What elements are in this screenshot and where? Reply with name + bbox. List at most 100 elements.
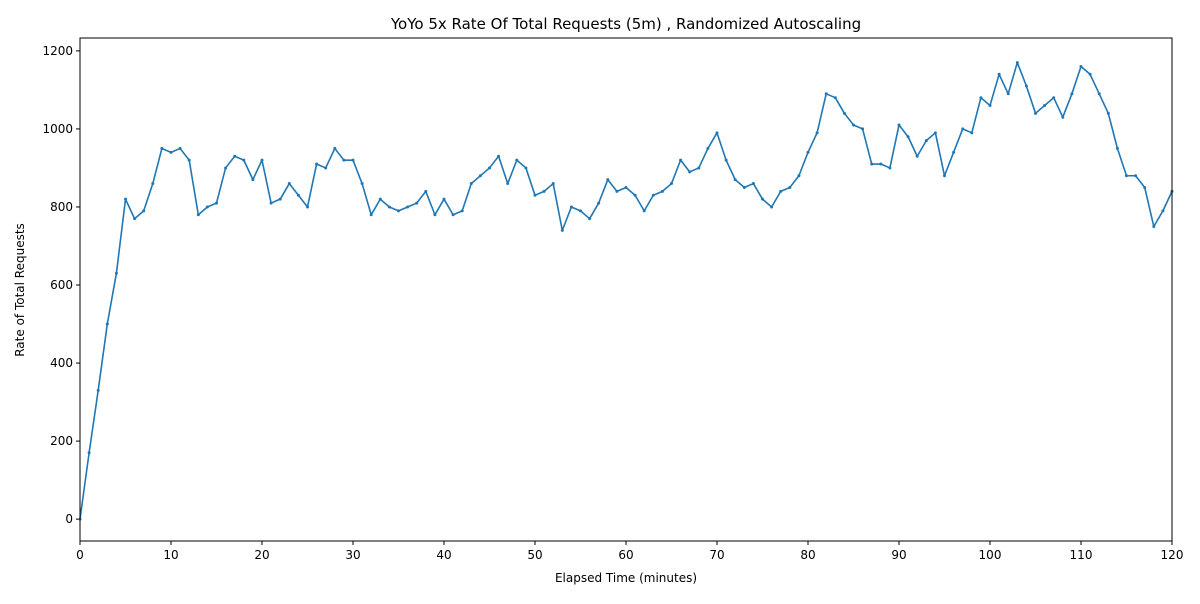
- point: [196, 213, 200, 217]
- point: [442, 197, 446, 201]
- point: [460, 209, 464, 213]
- point: [142, 209, 146, 213]
- point: [260, 158, 264, 162]
- point: [788, 185, 792, 189]
- point: [651, 193, 655, 197]
- point: [1161, 209, 1165, 213]
- point: [897, 123, 901, 127]
- point: [1106, 111, 1110, 115]
- point: [1052, 96, 1056, 100]
- point: [133, 217, 137, 221]
- point: [178, 146, 182, 150]
- point: [242, 158, 246, 162]
- point: [433, 213, 437, 217]
- point: [624, 185, 628, 189]
- point: [579, 209, 582, 213]
- point: [488, 166, 491, 170]
- y-tick-label: 200: [50, 434, 73, 448]
- x-tick-label: 100: [979, 548, 1002, 562]
- plot-frame: [79, 37, 1173, 542]
- point: [542, 189, 546, 193]
- x-tick-label: 40: [436, 548, 451, 562]
- point: [833, 96, 837, 100]
- point: [906, 135, 910, 139]
- point: [688, 170, 692, 174]
- point: [633, 193, 637, 197]
- point: [933, 131, 937, 135]
- point: [114, 271, 118, 275]
- y-tick-label: 800: [50, 200, 73, 214]
- point: [842, 111, 846, 115]
- point: [852, 123, 855, 127]
- point: [497, 154, 501, 158]
- point: [533, 193, 537, 197]
- point: [415, 201, 419, 205]
- point: [1152, 224, 1156, 228]
- y-tick-label: 1200: [42, 44, 73, 58]
- point: [715, 131, 719, 135]
- x-tick-label: 30: [345, 548, 360, 562]
- point: [515, 158, 519, 162]
- point: [269, 201, 273, 205]
- point: [861, 127, 865, 131]
- point: [888, 166, 892, 170]
- point: [979, 96, 983, 100]
- point: [615, 189, 619, 193]
- point: [1097, 92, 1101, 96]
- point: [642, 209, 646, 213]
- y-tick-label: 600: [50, 278, 73, 292]
- point: [87, 451, 91, 455]
- y-axis-label: Rate of Total Requests: [13, 223, 27, 357]
- x-tick-label: 0: [76, 548, 84, 562]
- point: [506, 182, 510, 186]
- point: [824, 92, 828, 96]
- point: [806, 150, 810, 154]
- point: [215, 201, 218, 205]
- point: [551, 182, 555, 186]
- point: [478, 174, 482, 178]
- point: [315, 162, 319, 166]
- point: [397, 209, 400, 213]
- point: [369, 213, 373, 217]
- point: [1043, 104, 1047, 108]
- point: [870, 162, 874, 166]
- y-tick-label: 400: [50, 356, 73, 370]
- point: [378, 197, 382, 201]
- x-axis-label: Elapsed Time (minutes): [555, 571, 697, 585]
- point: [524, 166, 528, 170]
- x-tick-label: 110: [1070, 548, 1093, 562]
- point: [560, 228, 564, 232]
- point: [815, 131, 819, 135]
- point: [779, 189, 783, 193]
- point: [287, 182, 291, 186]
- point: [1024, 84, 1028, 88]
- point: [679, 158, 683, 162]
- point: [342, 158, 346, 162]
- point: [670, 182, 673, 186]
- point: [469, 182, 473, 186]
- point: [324, 166, 328, 170]
- point: [997, 72, 1001, 76]
- point: [151, 182, 155, 186]
- point: [296, 193, 300, 197]
- point: [1134, 174, 1138, 178]
- point: [797, 174, 801, 178]
- point: [1006, 92, 1010, 96]
- point: [597, 201, 601, 205]
- point: [306, 205, 309, 209]
- point: [169, 150, 173, 154]
- point: [879, 162, 883, 166]
- point: [961, 127, 965, 131]
- point: [697, 166, 701, 170]
- point: [924, 139, 928, 143]
- point: [1143, 185, 1147, 189]
- point: [406, 205, 410, 209]
- point: [233, 154, 237, 158]
- point: [706, 146, 710, 150]
- point: [424, 189, 428, 193]
- point: [224, 166, 228, 170]
- point: [360, 182, 364, 186]
- point: [606, 178, 610, 182]
